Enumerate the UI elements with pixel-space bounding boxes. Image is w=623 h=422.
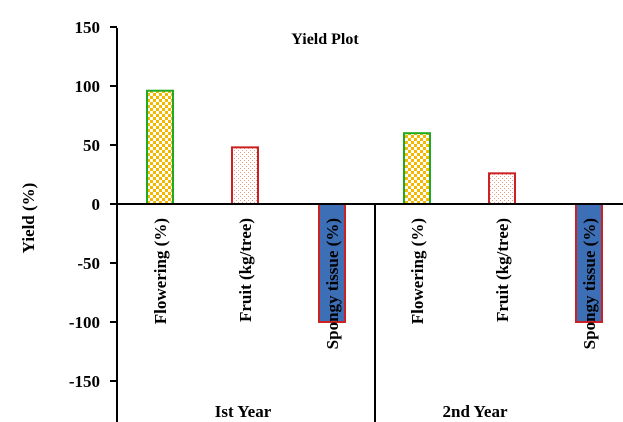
bar-flowering — [403, 132, 431, 205]
y-tick-label: -150 — [69, 372, 100, 391]
y-axis-ticks: 150 100 50 0 -50 -100 -150 — [69, 18, 117, 391]
y-axis-label: Yield (%) — [19, 183, 38, 254]
chart-title: Yield Plot — [291, 31, 359, 48]
bar-flowering — [146, 89, 174, 205]
group-label: Ist Year — [215, 402, 272, 421]
category-label: Fruit (kg/tree) — [236, 218, 255, 322]
y-tick-label: -50 — [77, 254, 100, 273]
y-tick-label: 0 — [92, 195, 101, 214]
y-tick-label: -100 — [69, 313, 100, 332]
category-label: Flowering (%) — [151, 218, 170, 324]
y-tick-label: 150 — [75, 18, 101, 37]
bar-fruit — [488, 172, 516, 206]
category-labels: Flowering (%) Fruit (kg/tree) Spongy tissu… — [151, 218, 599, 349]
bar-fruit — [231, 146, 259, 205]
bar-spongy — [318, 203, 346, 323]
category-label: Flowering (%) — [408, 218, 427, 324]
category-label: Spongy tissue (%) — [323, 218, 342, 349]
y-tick-label: 100 — [75, 77, 101, 96]
group-label: 2nd Year — [442, 402, 507, 421]
y-tick-label: 50 — [83, 136, 100, 155]
group-labels: Ist Year 2nd Year — [215, 402, 508, 421]
category-label: Spongy tissue (%) — [580, 218, 599, 349]
bar-spongy — [575, 203, 603, 323]
category-label: Fruit (kg/tree) — [493, 218, 512, 322]
